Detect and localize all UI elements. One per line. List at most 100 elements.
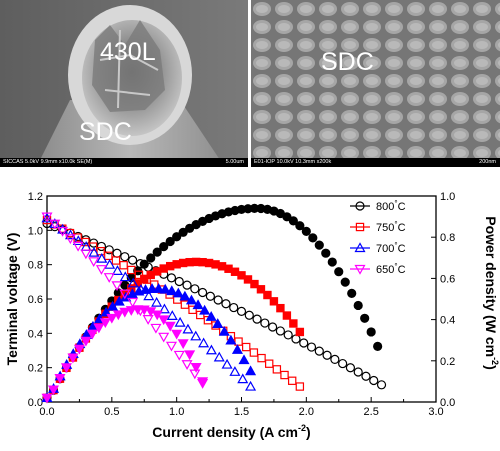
voltage-point-700 [111, 265, 123, 275]
x-tick-label: 1.0 [169, 406, 184, 418]
sem-right-scale: 200nm [479, 159, 496, 165]
power-point-650 [177, 339, 189, 350]
power-point-650 [99, 318, 111, 329]
legend-label-650: 650°C [376, 262, 406, 276]
voltage-point-800 [345, 363, 356, 373]
y-right-axis-label: Power density (W cm-2) [483, 216, 500, 370]
power-point-650 [106, 313, 118, 324]
power-point-750 [256, 285, 266, 294]
voltage-point-800 [275, 326, 285, 336]
y-left-tick-label: 0.6 [28, 294, 43, 306]
voltage-point-650 [41, 212, 53, 223]
voltage-point-750 [272, 365, 282, 374]
voltage-point-650 [173, 350, 185, 361]
voltage-point-700 [127, 277, 139, 288]
voltage-point-800 [174, 276, 184, 287]
power-point-800 [340, 277, 350, 287]
voltage-point-800 [205, 291, 215, 301]
voltage-point-650 [72, 241, 84, 252]
sem-left-scale: 5.00um [225, 159, 244, 165]
power-point-650 [132, 305, 144, 316]
voltage-point-800 [322, 350, 332, 360]
voltage-point-800 [213, 295, 223, 305]
voltage-point-650 [150, 323, 162, 334]
voltage-point-750 [180, 300, 190, 309]
voltage-point-800 [229, 302, 239, 313]
power-point-750 [243, 275, 253, 284]
voltage-point-800 [236, 306, 247, 316]
y-right-tick-label: 0.8 [440, 232, 455, 244]
voltage-point-700 [119, 271, 131, 282]
y-left-tick-label: 0.8 [28, 260, 43, 272]
power-point-700 [192, 299, 204, 310]
voltage-point-700 [104, 258, 116, 269]
power-point-650 [151, 310, 163, 321]
power-point-800 [360, 313, 370, 323]
voltage-point-700 [190, 330, 202, 341]
x-tick-label: 2.5 [364, 406, 379, 418]
voltage-point-800 [252, 314, 262, 324]
iv-power-chart: 0.0 0.5 1.0 1.5 2.0 2.5 3.00.00.20.40.60.81.01… [4, 191, 500, 440]
power-point-700 [185, 294, 197, 305]
voltage-point-800 [182, 280, 192, 290]
x-tick-label: 1.5 [234, 406, 249, 418]
voltage-point-700 [174, 316, 186, 327]
power-point-700 [166, 285, 178, 296]
sem-right-info-bar: E01-IOP 10.0kV 10.3mm x200k 200nm [251, 158, 500, 167]
power-point-800 [152, 247, 162, 257]
voltage-point-750 [127, 265, 136, 275]
power-point-650 [119, 307, 131, 318]
sem-left-info-bar: SICCAS 5.0kV 9.9mm x10.0k SE(M) 5.00um [0, 158, 248, 167]
voltage-point-650 [165, 341, 178, 352]
y-right-tick-label: 0.4 [440, 315, 455, 327]
power-point-650 [47, 385, 60, 396]
voltage-point-650 [127, 297, 139, 308]
x-tick-label: 3.0 [428, 406, 443, 418]
power-point-650 [112, 310, 124, 321]
y-right-tick-label: 0.6 [440, 273, 455, 285]
power-point-650 [125, 306, 137, 316]
voltage-point-700 [72, 235, 84, 246]
power-point-700 [238, 354, 250, 365]
power-point-700 [205, 311, 217, 321]
power-point-800 [321, 248, 331, 258]
voltage-point-700 [221, 358, 233, 369]
voltage-point-750 [96, 246, 105, 256]
power-point-750 [250, 279, 259, 289]
x-tick-label: 0.0 [39, 406, 54, 418]
power-point-700 [159, 283, 171, 294]
voltage-point-800 [283, 330, 293, 340]
power-point-800 [301, 226, 311, 237]
voltage-point-700 [96, 252, 108, 263]
legend-marker-650 [354, 264, 366, 275]
power-point-800 [347, 288, 357, 298]
voltage-point-650 [189, 369, 201, 380]
power-point-800 [172, 232, 182, 242]
legend-marker-750 [355, 222, 365, 232]
voltage-point-750 [265, 359, 274, 368]
sem-left-texture [0, 0, 248, 167]
voltage-point-700 [151, 296, 163, 307]
voltage-point-700 [158, 303, 170, 314]
voltage-point-750 [287, 376, 297, 385]
voltage-point-800 [244, 310, 254, 320]
voltage-point-700 [57, 223, 69, 234]
voltage-point-800 [198, 287, 208, 298]
legend-label-700: 700°C [376, 241, 406, 255]
voltage-point-700 [229, 366, 241, 376]
voltage-point-700 [198, 337, 210, 348]
voltage-point-750 [249, 348, 259, 357]
voltage-point-650 [57, 226, 69, 237]
y-right-tick-label: 0.2 [440, 356, 455, 368]
voltage-point-800 [112, 248, 122, 258]
voltage-point-800 [190, 284, 200, 294]
voltage-point-750 [188, 305, 197, 315]
legend-label-800: 800°C [376, 199, 406, 213]
power-point-700 [146, 283, 158, 293]
legend-marker-700 [354, 242, 366, 253]
voltage-point-700 [245, 380, 257, 391]
voltage-point-650 [158, 332, 170, 343]
voltage-point-750 [196, 310, 205, 320]
voltage-point-800 [361, 371, 371, 381]
voltage-point-800 [314, 346, 324, 356]
